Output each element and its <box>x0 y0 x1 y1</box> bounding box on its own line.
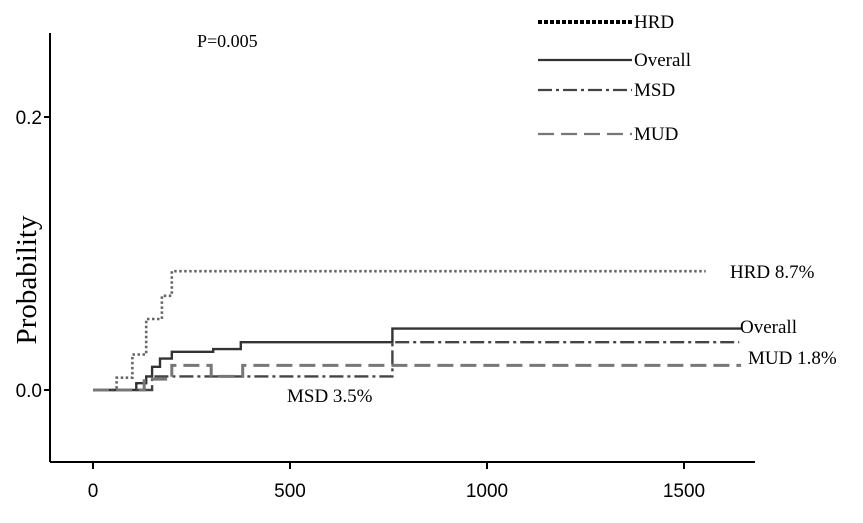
legend-label-hrd: HRD <box>634 12 674 33</box>
y-tick-label: 0.2 <box>16 108 42 129</box>
series-line-hrd <box>93 269 706 392</box>
legend-label-msd: MSD <box>634 80 675 101</box>
p-value-annotation: P=0.005 <box>197 31 258 51</box>
end-label-hrd: HRD 8.7% <box>730 262 815 283</box>
x-tick-label: 1500 <box>663 481 705 502</box>
end-label-mud: MUD 1.8% <box>748 348 837 369</box>
legend-label-overall: Overall <box>634 50 691 71</box>
x-tick-label: 1000 <box>466 481 508 502</box>
y-tick-label: 0.0 <box>16 381 42 402</box>
series-line-mud <box>93 363 742 392</box>
end-label-overall: Overall <box>740 317 797 338</box>
y-ticks: 0.0 0.2 <box>16 108 51 402</box>
y-axis-label: Probability <box>11 215 43 344</box>
x-tick-label: 500 <box>274 481 306 502</box>
legend: HRD Overall MSD MUD <box>538 12 691 145</box>
series-layer <box>93 269 742 392</box>
legend-label-mud: MUD <box>634 124 678 145</box>
end-label-msd: MSD 3.5% <box>287 386 373 407</box>
series-line-overall <box>93 327 742 392</box>
end-labels: HRD 8.7% Overall MSD 3.5% MUD 1.8% <box>287 262 837 407</box>
series-line-msd <box>93 341 740 392</box>
x-ticks: 0 500 1000 1500 <box>88 462 705 502</box>
x-tick-label: 0 <box>88 481 99 502</box>
